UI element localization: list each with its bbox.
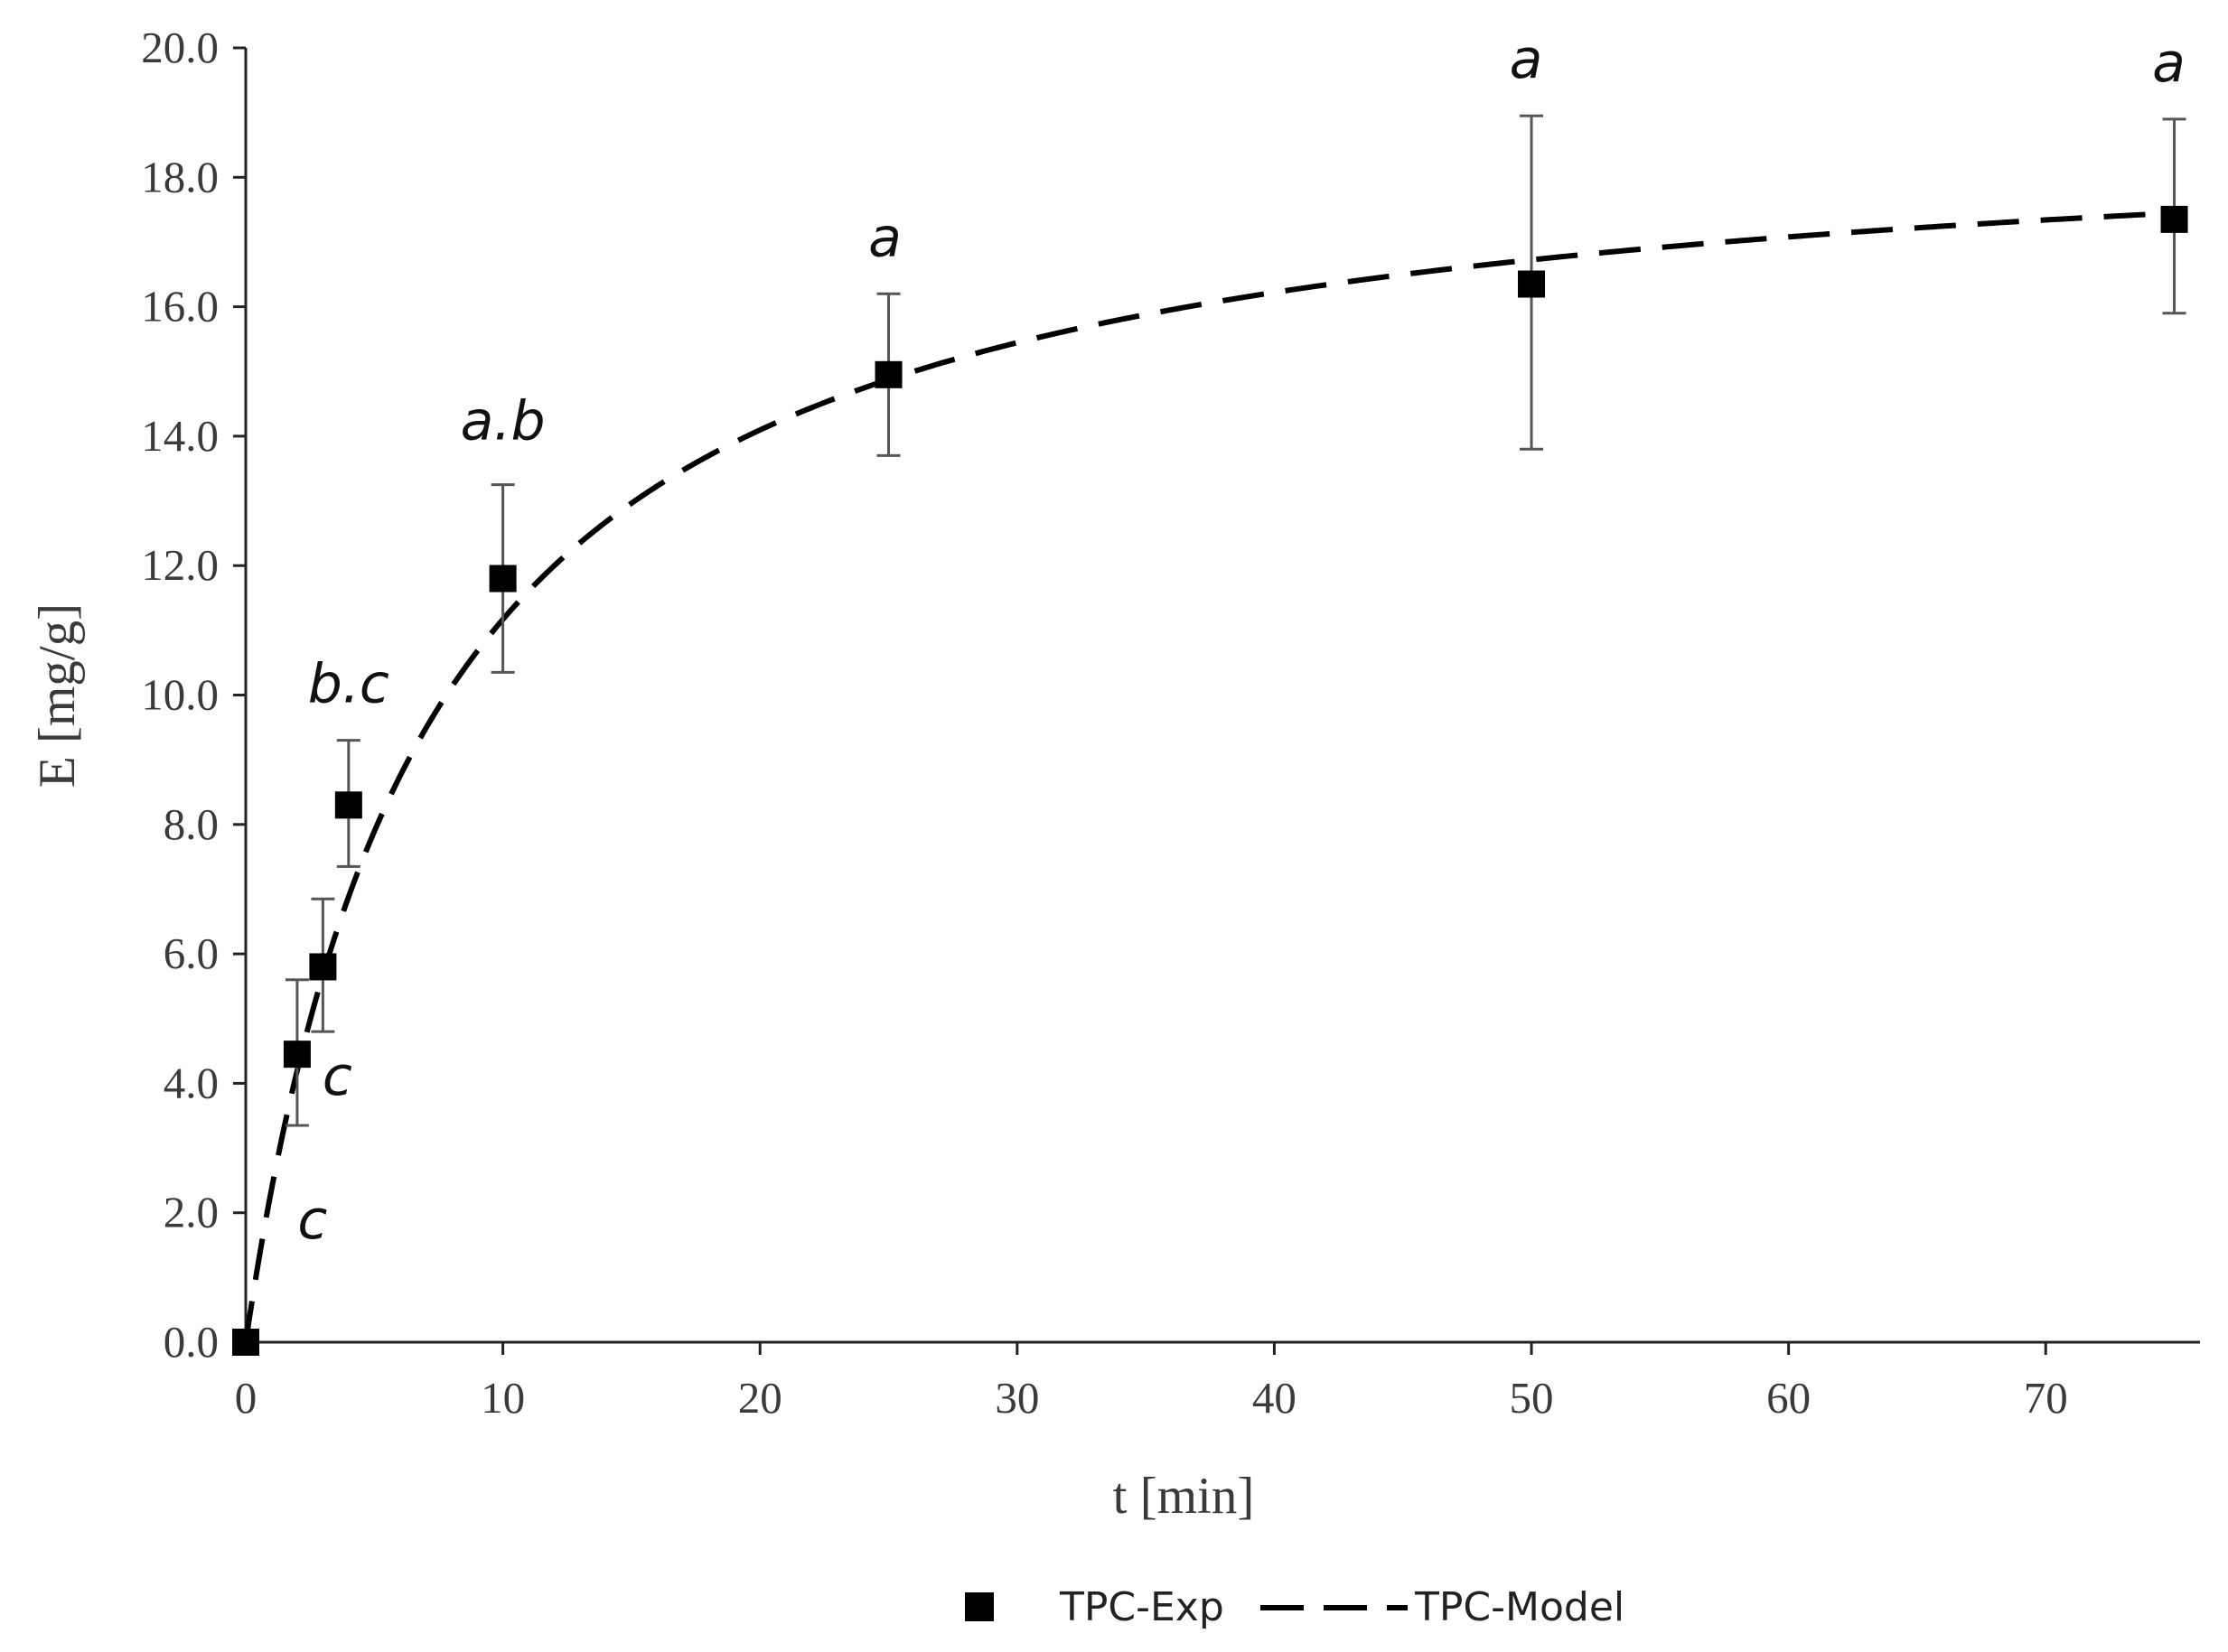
significance-label: a	[2152, 32, 2186, 95]
data-point	[489, 565, 517, 593]
model-curve-layer	[243, 210, 2175, 1343]
x-axis: 0 10 20 30 40 50 60 70	[235, 1340, 2200, 1423]
model-curve	[243, 210, 2175, 1343]
y-tick-label: 12.0	[141, 540, 219, 590]
significance-label: a.b	[461, 390, 546, 453]
significance-label: b.c	[308, 653, 389, 716]
y-tick-label: 10.0	[141, 670, 219, 720]
data-point	[1518, 270, 1546, 298]
significance-label: a	[1510, 28, 1543, 91]
y-axis-title: E [mg/g]	[29, 603, 86, 788]
y-tick-label: 6.0	[164, 929, 219, 978]
x-tick-label: 40	[1252, 1373, 1297, 1423]
significance-label: a	[868, 206, 902, 269]
y-tick-label: 18.0	[141, 152, 219, 201]
x-tick-label: 60	[1766, 1373, 1811, 1423]
x-axis-title: t [min]	[1113, 1468, 1255, 1525]
y-axis: 0.0 2.0 4.0 6.0 8.0 10.0 12.0 14.0 16.0 18.0 20.0	[141, 23, 248, 1367]
significance-label: c	[297, 1189, 327, 1252]
legend: TPC-Exp TPC-Model	[965, 1584, 1624, 1630]
y-tick-label: 14.0	[141, 411, 219, 461]
y-tick-label: 4.0	[164, 1058, 219, 1107]
data-point	[875, 360, 903, 388]
legend-label-model: TPC-Model	[1414, 1584, 1624, 1630]
legend-marker-square	[965, 1592, 994, 1621]
data-point	[2160, 205, 2188, 233]
y-tick-label: 2.0	[164, 1188, 219, 1237]
data-point	[309, 953, 337, 981]
data-point	[334, 791, 362, 819]
significance-label: c	[323, 1045, 352, 1108]
y-tick-label: 8.0	[164, 799, 219, 849]
x-tick-label: 30	[995, 1373, 1039, 1423]
legend-label-exp: TPC-Exp	[1059, 1584, 1224, 1630]
x-tick-label: 0	[235, 1373, 257, 1423]
x-tick-label: 10	[481, 1373, 525, 1423]
y-tick-label: 0.0	[164, 1317, 219, 1367]
y-tick-label: 16.0	[141, 282, 219, 331]
y-tick-label: 20.0	[141, 23, 219, 72]
significance-labels: c c b.c a.b a a a	[297, 28, 2186, 1252]
data-points-layer	[232, 114, 2188, 1356]
data-point	[283, 1041, 311, 1069]
x-tick-label: 20	[738, 1373, 782, 1423]
data-point	[232, 1329, 259, 1356]
x-tick-label: 70	[2024, 1373, 2068, 1423]
x-tick-label: 50	[1510, 1373, 1554, 1423]
